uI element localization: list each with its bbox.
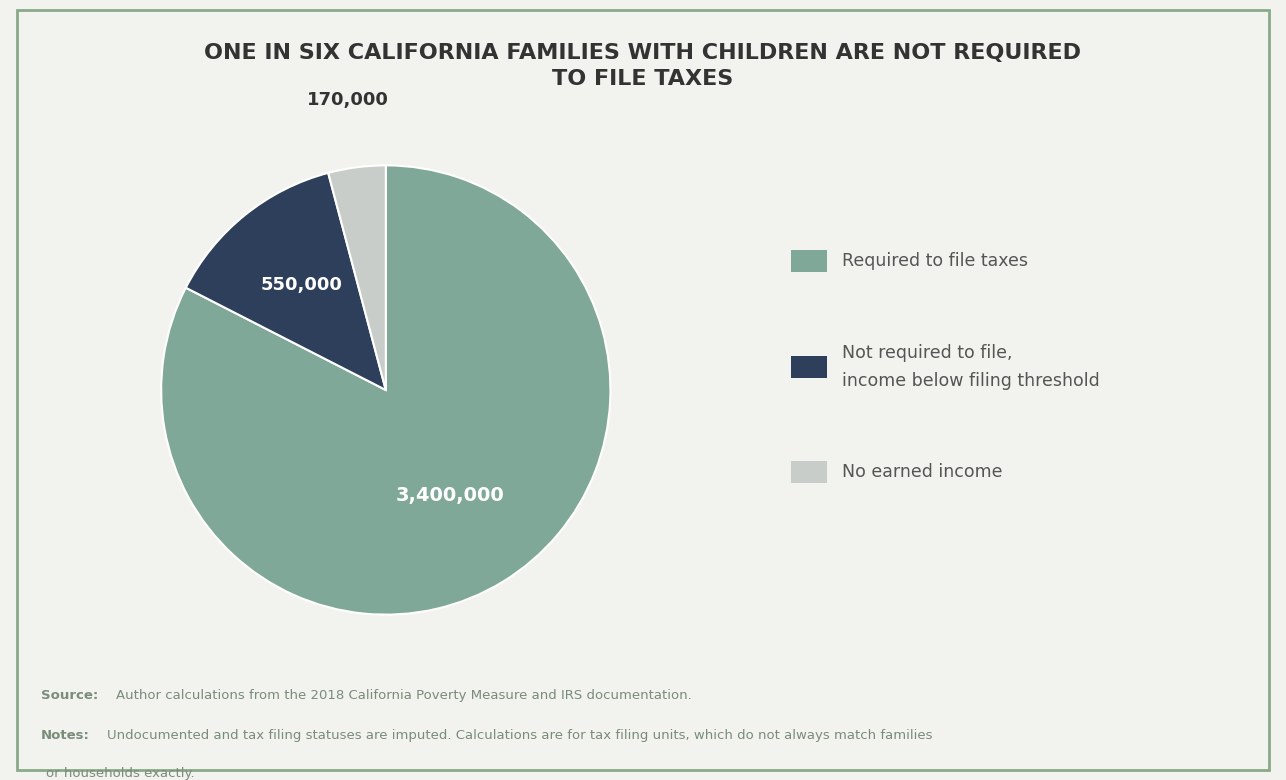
Text: 3,400,000: 3,400,000 (396, 486, 504, 505)
Text: No earned income: No earned income (842, 463, 1003, 481)
Text: Required to file taxes: Required to file taxes (842, 252, 1029, 271)
Wedge shape (161, 165, 611, 615)
Text: or households exactly.: or households exactly. (46, 767, 195, 780)
Text: Author calculations from the 2018 California Poverty Measure and IRS documentati: Author calculations from the 2018 Califo… (116, 689, 692, 702)
Text: Notes:: Notes: (41, 729, 90, 743)
Text: ONE IN SIX CALIFORNIA FAMILIES WITH CHILDREN ARE NOT REQUIRED
TO FILE TAXES: ONE IN SIX CALIFORNIA FAMILIES WITH CHIL… (204, 43, 1082, 88)
Text: 170,000: 170,000 (307, 91, 388, 109)
Wedge shape (328, 165, 386, 390)
Text: 550,000: 550,000 (260, 276, 342, 294)
Text: income below filing threshold: income below filing threshold (842, 371, 1100, 390)
Text: Undocumented and tax filing statuses are imputed. Calculations are for tax filin: Undocumented and tax filing statuses are… (107, 729, 932, 743)
Text: Source:: Source: (41, 689, 99, 702)
Wedge shape (185, 173, 386, 390)
Text: Not required to file,: Not required to file, (842, 343, 1013, 362)
